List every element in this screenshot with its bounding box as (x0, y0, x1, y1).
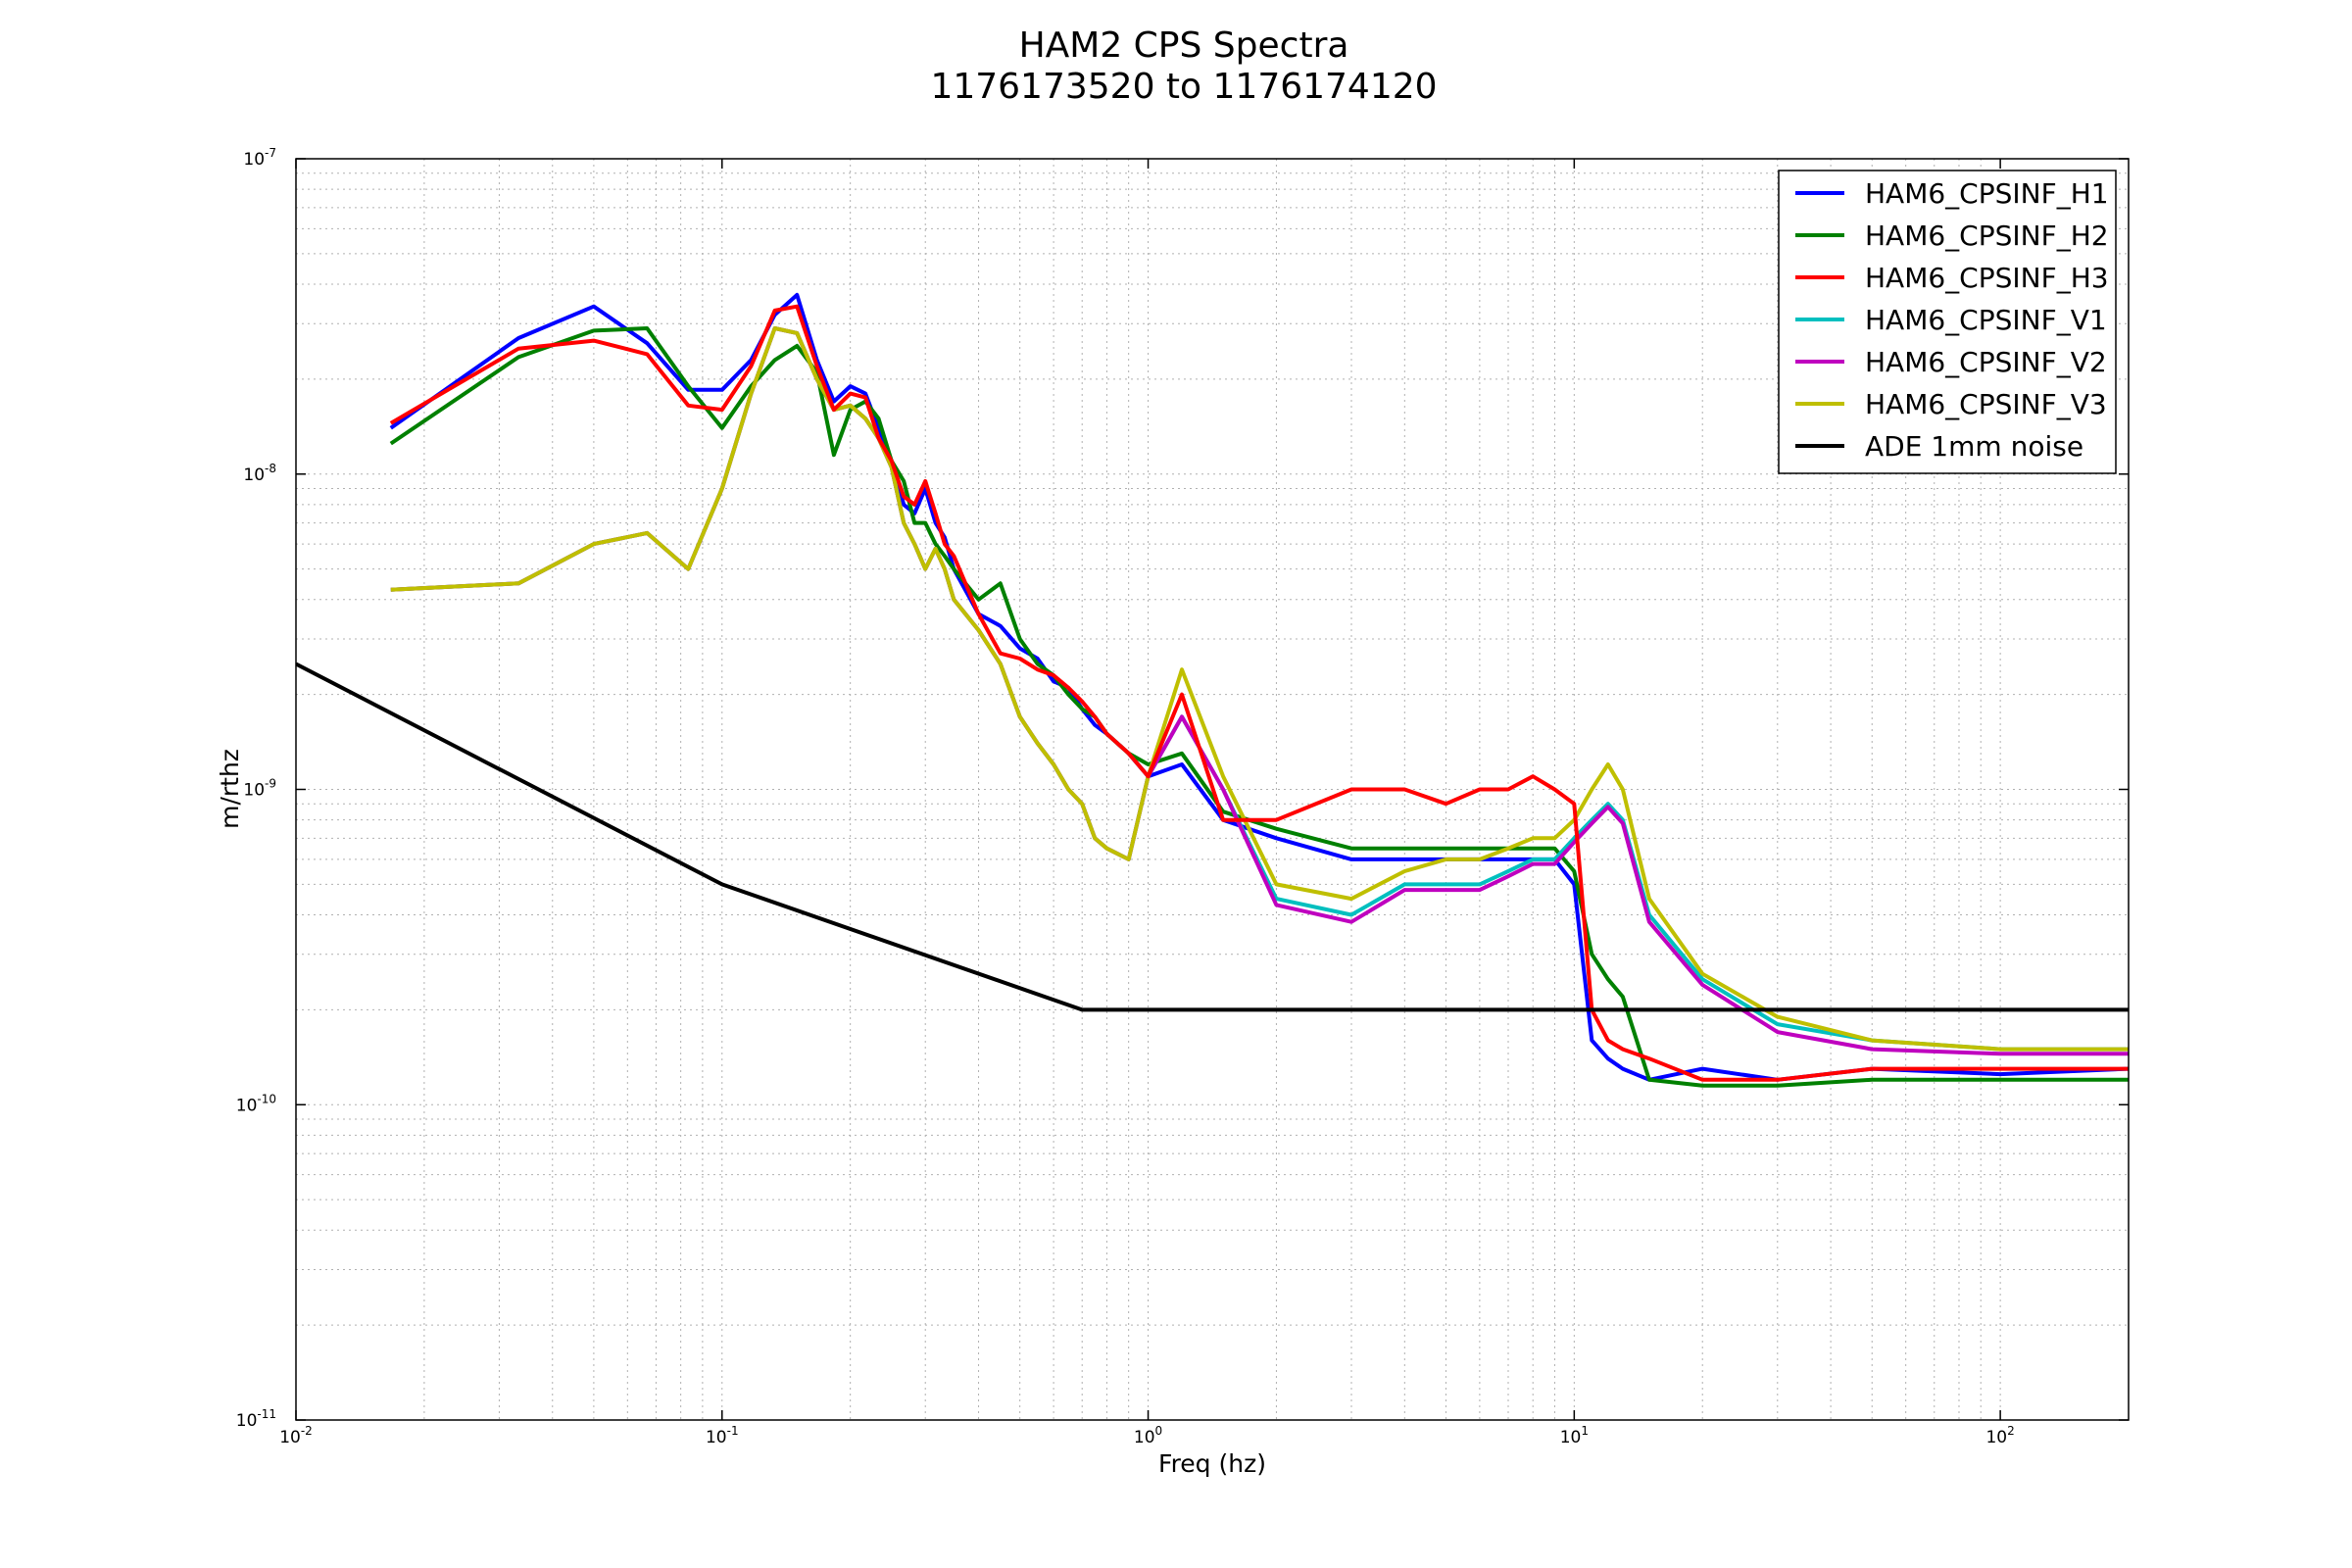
x-tick-label: 102 (1985, 1424, 2014, 1447)
x-tick-label: 10-2 (279, 1424, 313, 1447)
x-axis-label: Freq (hz) (1158, 1449, 1266, 1478)
legend-label-ade-1mm-noise: ADE 1mm noise (1865, 430, 2083, 463)
chart-title-line-1: HAM2 CPS Spectra (1019, 25, 1349, 66)
legend-label-ham6-cpsinf-h3: HAM6_CPSINF_H3 (1865, 262, 2109, 294)
chart-title-line-2: 1176173520 to 1176174120 (930, 67, 1437, 107)
series-line-ade-1mm-noise (296, 662, 2129, 1012)
legend-label-ham6-cpsinf-h1: HAM6_CPSINF_H1 (1865, 177, 2109, 210)
legend-label-ham6-cpsinf-v2: HAM6_CPSINF_V2 (1865, 346, 2107, 378)
legend-label-ham6-cpsinf-v1: HAM6_CPSINF_V1 (1865, 304, 2107, 336)
legend: HAM6_CPSINF_H1 HAM6_CPSINF_H2 HAM6_CPSINF_… (1778, 170, 2117, 474)
y-tick-label: 10-11 (236, 1407, 276, 1431)
series-layer (296, 292, 2129, 1088)
legend-label-ham6-cpsinf-h2: HAM6_CPSINF_H2 (1865, 220, 2109, 252)
legend-label-ham6-cpsinf-v3: HAM6_CPSINF_V3 (1865, 388, 2107, 420)
series-line-ham6-cpsinf-v3 (390, 326, 2129, 1052)
series-line-ham6-cpsinf-h3 (389, 304, 2129, 1082)
y-axis-label: m/rthz (216, 749, 244, 829)
legend-box (1778, 170, 2117, 474)
